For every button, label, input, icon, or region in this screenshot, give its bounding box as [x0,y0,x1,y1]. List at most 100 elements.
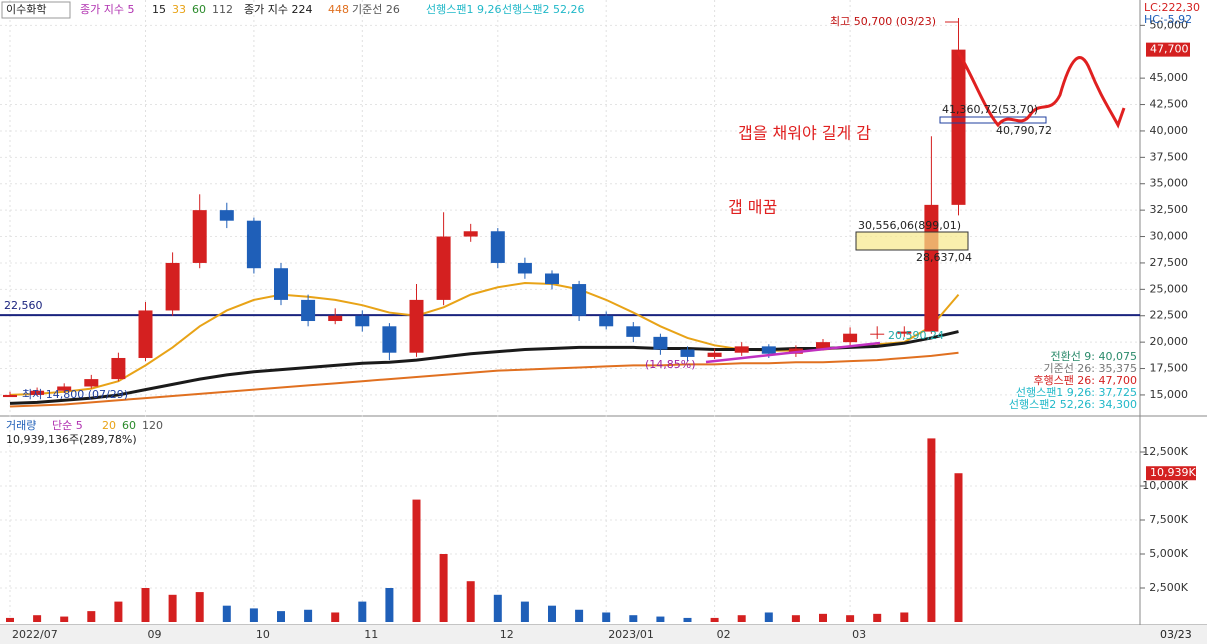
volume-bar [466,581,475,622]
x-tick-label: 10 [256,628,270,641]
volume-bar [629,615,638,622]
volume-bar [222,605,231,622]
volume-bar [385,588,394,622]
volume-bar [656,616,665,622]
x-tick-label: 12 [500,628,514,641]
volume-bar [277,611,285,622]
corner-label: LC:222,30 [1144,1,1200,14]
candle-body [192,210,207,263]
legend-item: 33 [172,3,186,16]
y-tick-label: 37,500 [1150,150,1189,163]
legend-item: 단순 5 [52,419,83,432]
y-tick-label: 7,500K [1149,513,1188,526]
trend-line [705,341,881,364]
volume-bar [493,594,502,622]
y-tick-label: 40,000 [1150,124,1189,137]
annotation: 40,790,72 [996,124,1052,137]
y-tick-label: 17,500 [1150,362,1189,375]
candle-body [165,262,180,311]
y-tick-label: 5,000K [1149,547,1188,560]
candle-body [409,299,424,353]
volume-bar [873,613,882,622]
candle-body [3,394,17,398]
gap-box [855,231,969,251]
annotation: 최저 14,800 (07/29) [22,388,128,401]
volume-bar [60,616,69,622]
candle-body [680,349,695,357]
ichimoku-label: 선행스팬1 9,26: 37,725 [1016,386,1137,399]
volume-bar [249,608,258,622]
forecast-path [956,51,1126,129]
legend-item: 60 [192,3,206,16]
volume-bar [87,611,96,622]
candle-body [111,357,126,380]
volume-bar [520,601,529,622]
y-tick-label: 25,000 [1150,282,1189,295]
volume-bar [900,612,909,622]
volume-bar [954,473,963,622]
volume-title: 거래량 [6,419,36,432]
annotation: 최고 50,700 (03/23) [830,15,936,28]
volume-bar [114,601,123,622]
candle-body [626,326,641,337]
volume-bar [168,594,177,622]
annotation: 갭 매꿈 [728,198,777,217]
volume-bar [439,554,448,622]
legend-item: 448 [328,3,349,16]
x-tick-label: 09 [148,628,162,641]
annotation: 41,360,72(53,70) [942,103,1038,116]
legend-item: 기준선 26 [352,3,400,16]
x-tick-label: 11 [364,628,378,641]
candle-body [545,273,559,285]
ichimoku-label: 선행스팬2 52,26: 34,300 [1009,398,1137,411]
volume-badge [1146,466,1196,481]
y-tick-label: 45,000 [1150,71,1189,84]
chart-title: 이수화학 [6,3,46,16]
y-tick-label: 20,000 [1150,335,1189,348]
volume-bar [548,605,556,622]
x-tick-label: 2022/07 [12,628,58,641]
date-axis [0,625,1207,644]
legend-item: 60 [122,419,136,432]
y-tick-label: 35,000 [1150,177,1189,190]
volume-bar [575,609,584,622]
legend-item: 20 [102,419,116,432]
candle-body [517,262,532,274]
legend-item: 112 [212,3,233,16]
legend-item: 15 [152,3,166,16]
volume-bar [683,617,692,622]
y-tick-label: 27,500 [1150,256,1189,269]
legend-item: 선행스팬1 9,26 [426,3,501,16]
candle-body [572,284,587,316]
legend-item: 120 [142,419,163,432]
volume-bar [764,612,773,622]
volume-bar [412,499,421,622]
candle-body [355,315,370,327]
volume-bar [358,601,367,622]
volume-bar [737,615,746,622]
candle-body [219,210,234,221]
volume-subtitle: 10,939,136주(289,78%) [6,433,137,446]
volume-bar [6,617,14,622]
corner-label: HC:-5,92 [1144,13,1192,26]
candle-body [246,220,261,269]
volume-bar [331,612,340,622]
annotation: (14,85%) [645,358,696,371]
y-tick-label: 50,000 [1150,18,1189,31]
legend-item: 종가 지수 224 [244,3,312,16]
candle-body [951,49,966,205]
volume-bar [791,615,800,622]
candle-body [490,231,505,263]
y-tick-label: 32,500 [1150,203,1189,216]
candle-body [816,342,830,349]
volume-bar [195,592,204,622]
candle-body [57,386,72,391]
y-tick-label: 42,500 [1150,98,1189,111]
volume-bar [846,615,855,622]
legend-item: 종가 지수 5 [80,3,134,16]
candle-body [761,346,776,354]
y-tick-label: 12,500K [1142,445,1188,458]
y-tick-label: 15,000 [1150,388,1189,401]
price-badge-label: 47,700 [1150,43,1189,56]
